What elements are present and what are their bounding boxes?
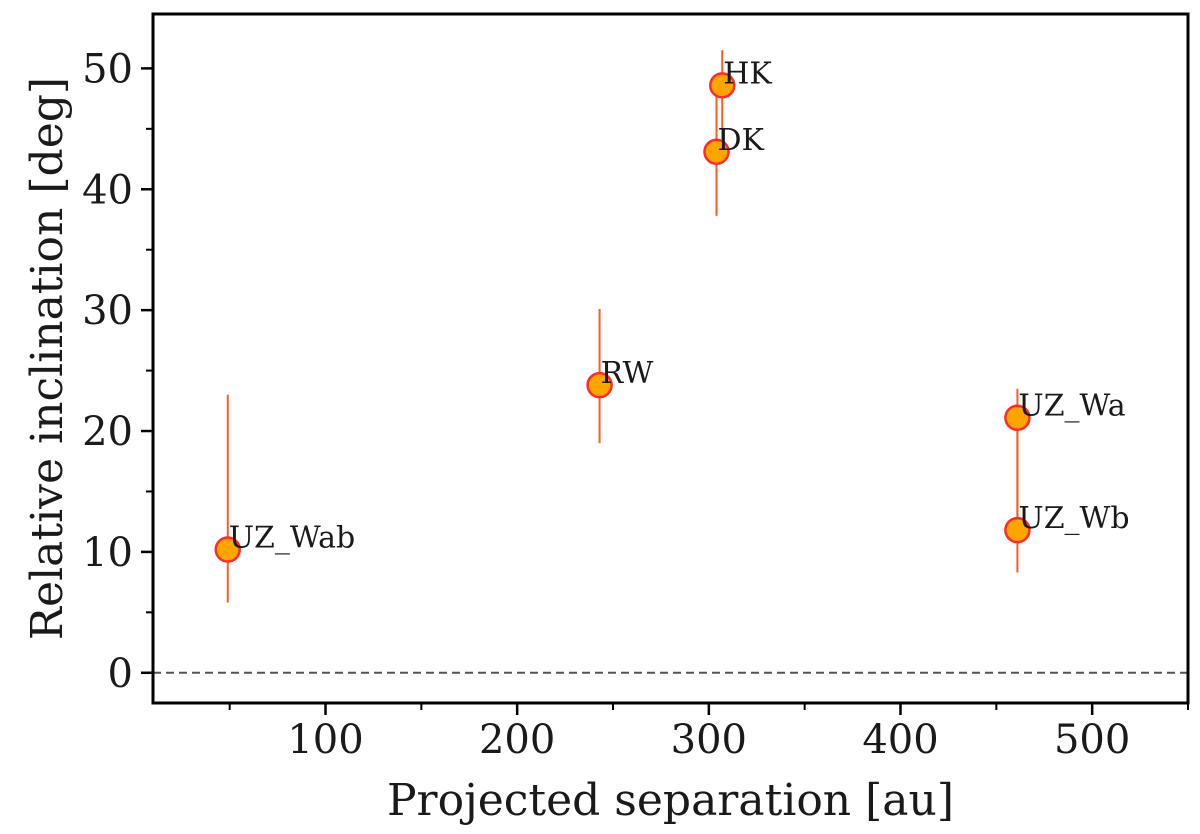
x-tick-label-200: 200 bbox=[479, 717, 555, 763]
point-label-UZ_Wa: UZ_Wa bbox=[1018, 389, 1125, 424]
y-tick-label-10: 10 bbox=[82, 530, 133, 576]
y-tick-label-20: 20 bbox=[82, 409, 133, 455]
x-tick-label-300: 300 bbox=[671, 717, 747, 763]
point-HK bbox=[709, 72, 736, 99]
x-axis-title: Projected separation [au] bbox=[387, 775, 954, 826]
major-ticks bbox=[141, 67, 1094, 715]
point-RW bbox=[586, 371, 613, 399]
y-tick-label-50: 50 bbox=[82, 46, 133, 92]
point-label-HK: HK bbox=[723, 56, 772, 91]
point-DK bbox=[703, 138, 730, 166]
point-labels: UZ_Wab RW DK HK UZ_Wa UZ_Wb bbox=[229, 56, 1130, 555]
y-tick-label-40: 40 bbox=[82, 167, 133, 213]
x-tick-label-500: 500 bbox=[1054, 717, 1130, 763]
data-points bbox=[214, 72, 1031, 563]
x-tick-label-400: 400 bbox=[862, 717, 938, 763]
point-label-DK: DK bbox=[718, 123, 765, 158]
point-UZ_Wa bbox=[1004, 404, 1031, 431]
tick-labels: 100 200 300 400 500 0 10 20 30 40 50 bbox=[82, 46, 1130, 763]
point-label-RW: RW bbox=[601, 356, 654, 391]
y-tick-label-30: 30 bbox=[82, 288, 133, 334]
point-label-UZ_Wb: UZ_Wb bbox=[1018, 501, 1129, 536]
point-label-UZ_Wab: UZ_Wab bbox=[229, 520, 355, 555]
y-tick-label-0: 0 bbox=[108, 651, 133, 697]
y-axis-title: Relative inclination [deg] bbox=[22, 77, 73, 640]
point-UZ_Wb bbox=[1004, 516, 1031, 544]
x-tick-label-100: 100 bbox=[287, 717, 363, 763]
plot-frame bbox=[151, 12, 1190, 705]
point-UZ_Wab bbox=[214, 536, 241, 563]
